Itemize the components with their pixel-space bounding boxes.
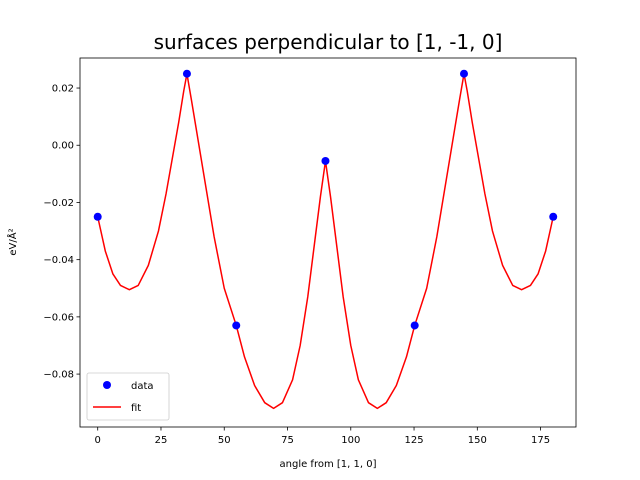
y-tick-label: 0.02 <box>52 84 74 95</box>
data-point <box>321 156 330 165</box>
data-point <box>549 212 558 221</box>
x-tick-label: 100 <box>341 435 360 446</box>
legend-label-fit: fit <box>131 403 141 414</box>
data-point <box>410 321 419 330</box>
chart-title: surfaces perpendicular to [1, -1, 0] <box>154 30 503 54</box>
x-tick-label: 125 <box>404 435 423 446</box>
legend-label-data: data <box>131 381 154 392</box>
data-point <box>93 212 102 221</box>
data-point <box>459 69 468 78</box>
y-tick-label: −0.04 <box>43 255 74 266</box>
axes-frame <box>79 57 577 428</box>
plot-area: 0 25 50 75 100 125 150 175 −0.08 −0.06 −0.04 −0.02 0… <box>43 57 577 446</box>
x-tick-label: 50 <box>218 435 231 446</box>
x-tick-label: 0 <box>95 435 101 446</box>
x-tick-label: 25 <box>155 435 168 446</box>
data-point <box>232 321 241 330</box>
x-tick-label: 150 <box>468 435 487 446</box>
x-tick-label: 75 <box>281 435 294 446</box>
data-point <box>182 69 191 78</box>
y-tick-label: −0.02 <box>43 198 74 209</box>
legend-box <box>86 372 170 421</box>
legend-marker-data <box>103 381 111 389</box>
y-tick-label: −0.08 <box>43 370 74 381</box>
y-tick-label: −0.06 <box>43 312 74 323</box>
x-axis-label: angle from [1, 1, 0] <box>280 459 377 470</box>
x-tick-label: 175 <box>531 435 550 446</box>
y-tick-label: 0.00 <box>52 141 74 152</box>
y-axis-label: eV/Å² <box>6 228 19 255</box>
